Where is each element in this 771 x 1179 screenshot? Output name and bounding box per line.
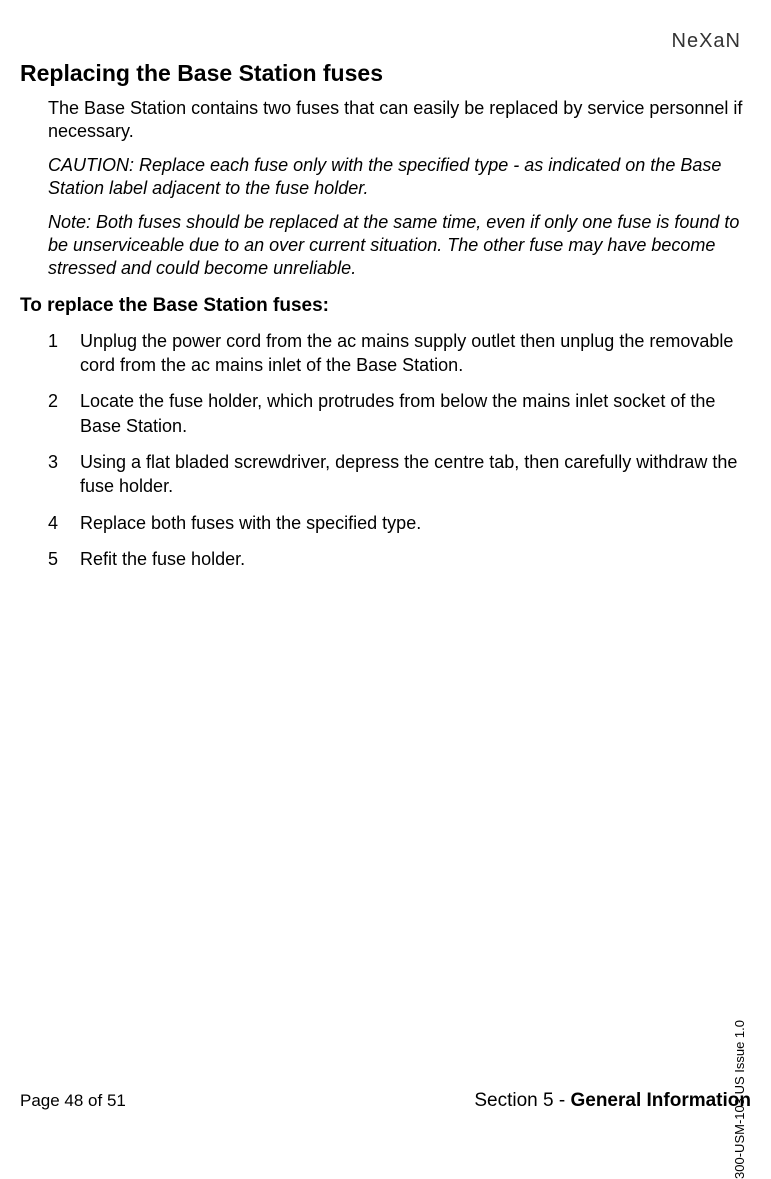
page-number: Page 48 of 51 [20, 1091, 126, 1111]
step-number: 4 [48, 511, 80, 535]
step-item: 4 Replace both fuses with the specified … [48, 511, 751, 535]
sub-heading: To replace the Base Station fuses: [20, 295, 751, 317]
section-title: General Information [570, 1090, 751, 1111]
step-number: 3 [48, 450, 80, 499]
step-text: Replace both fuses with the specified ty… [80, 511, 751, 535]
main-heading: Replacing the Base Station fuses [20, 60, 751, 87]
step-text: Locate the fuse holder, which protrudes … [80, 389, 751, 438]
step-text: Refit the fuse holder. [80, 547, 751, 571]
step-item: 3 Using a flat bladed screwdriver, depre… [48, 450, 751, 499]
document-content: Replacing the Base Station fuses The Bas… [20, 60, 751, 571]
note-paragraph: Note: Both fuses should be replaced at t… [48, 211, 751, 281]
step-text: Unplug the power cord from the ac mains … [80, 329, 751, 378]
step-item: 2 Locate the fuse holder, which protrude… [48, 389, 751, 438]
page-footer: Page 48 of 51 Section 5 - General Inform… [20, 1090, 751, 1112]
section-prefix: Section 5 - [474, 1090, 570, 1111]
intro-block: The Base Station contains two fuses that… [20, 97, 751, 281]
step-item: 5 Refit the fuse holder. [48, 547, 751, 571]
brand-logo: NeXaN [672, 30, 741, 53]
step-number: 2 [48, 389, 80, 438]
section-label: Section 5 - General Information [474, 1090, 751, 1112]
step-number: 1 [48, 329, 80, 378]
step-item: 1 Unplug the power cord from the ac main… [48, 329, 751, 378]
step-number: 5 [48, 547, 80, 571]
steps-list: 1 Unplug the power cord from the ac main… [20, 329, 751, 571]
caution-paragraph: CAUTION: Replace each fuse only with the… [48, 154, 751, 201]
step-text: Using a flat bladed screwdriver, depress… [80, 450, 751, 499]
intro-paragraph: The Base Station contains two fuses that… [48, 97, 751, 144]
